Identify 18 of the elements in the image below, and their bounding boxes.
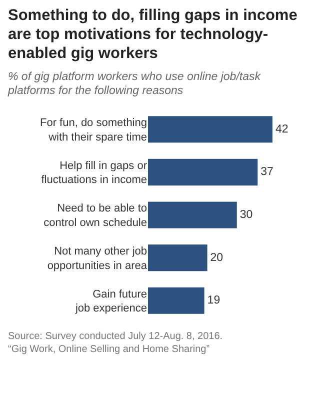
bar <box>148 244 208 272</box>
data-label: 37 <box>260 166 274 178</box>
data-label: 42 <box>275 123 288 136</box>
bar <box>148 158 258 186</box>
y-tick-label: Not many other job opportunities in area <box>47 246 148 272</box>
bar <box>148 116 272 143</box>
chart-subtitle: % of gig platform workers who use online job/task platforms for the following reasons <box>8 70 262 98</box>
data-label: 30 <box>240 209 253 221</box>
source-note: Source: Survey conducted July 12-Aug. 8, 2016. “Gig Work, Online Selling and Home Sharing” <box>8 330 224 356</box>
data-label: 19 <box>207 294 220 307</box>
y-tick-label: Help fill in gaps or fluctuations in income <box>41 160 148 186</box>
bar <box>148 287 204 314</box>
y-tick-label: Need to be able to control own schedule <box>44 202 147 229</box>
chart-title: Something to do, filling gaps in income are top motivations for technology-enabled gig workers <box>8 6 298 63</box>
data-label: 20 <box>210 252 224 264</box>
y-tick-label: For fun, do something with their spare time <box>40 117 147 144</box>
bar <box>148 202 237 228</box>
y-tick-label: Gain future job experience <box>74 288 147 315</box>
